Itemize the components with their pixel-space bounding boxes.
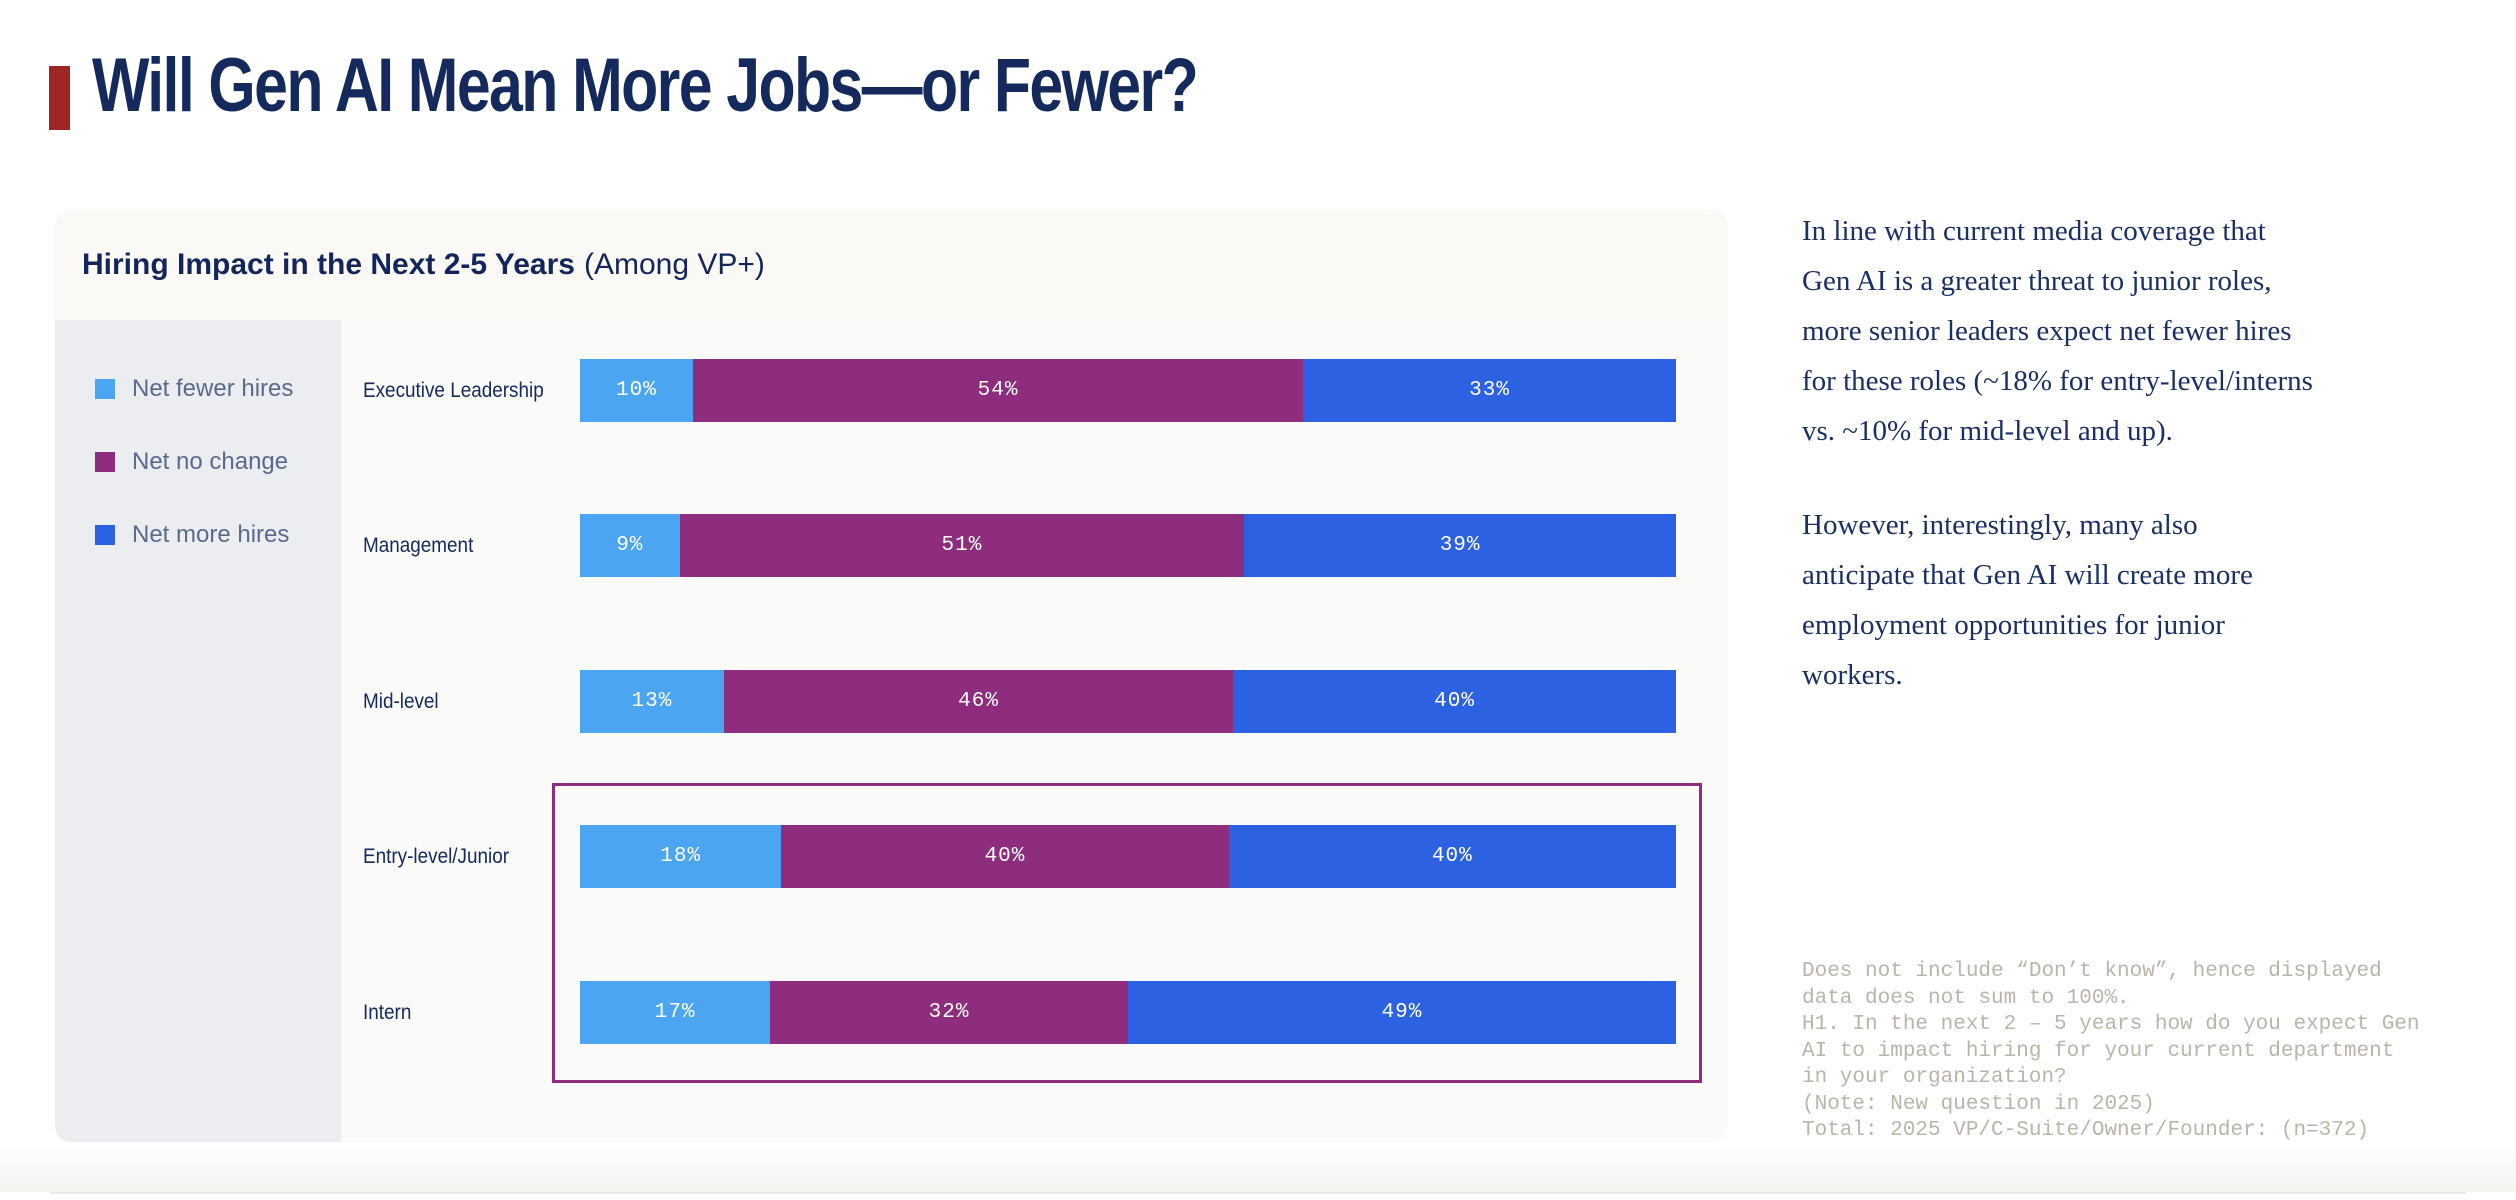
chart-row-entry-level-junior: Entry-level/Junior 18% 40% 40%	[341, 825, 1728, 888]
chart-card-header: Hiring Impact in the Next 2-5 Years (Amo…	[55, 210, 1728, 320]
category-label: Intern	[363, 1000, 412, 1024]
bar-value-label: 32%	[928, 1001, 970, 1024]
legend-label: Net more hires	[132, 521, 290, 548]
bar-segment-net-no-change: 54%	[692, 359, 1304, 422]
stacked-bar-executive-leadership: 10% 54% 33%	[580, 359, 1676, 422]
legend-label: Net fewer hires	[132, 375, 294, 402]
insight-paragraph-1: In line with current media coverage that…	[1802, 215, 2313, 447]
bar-value-label: 9%	[616, 534, 644, 557]
bar-value-label: 10%	[616, 379, 657, 402]
bar-segment-net-no-change: 32%	[770, 981, 1128, 1044]
legend-swatch-net-fewer-hires	[95, 379, 115, 399]
bar-segment-net-fewer-hires: 13%	[580, 670, 724, 733]
bar-segment-net-fewer-hires: 9%	[580, 514, 680, 577]
bar-value-label: 18%	[660, 845, 702, 868]
legend-swatch-net-no-change	[95, 452, 115, 472]
bottom-divider-line	[50, 1192, 2466, 1194]
chart-title: Hiring Impact in the Next 2-5 Years	[82, 248, 575, 281]
chart-card-body: Net fewer hires Net no change Net more hir…	[55, 320, 1728, 1142]
legend-item-net-fewer-hires: Net fewer hires	[95, 375, 341, 403]
bar-segment-net-fewer-hires: 10%	[580, 359, 693, 422]
bar-value-label: 40%	[984, 845, 1026, 868]
bar-value-label: 40%	[1434, 690, 1475, 713]
chart-row-executive-leadership: Executive Leadership 10% 54% 33%	[341, 359, 1728, 422]
bar-value-label: 39%	[1439, 534, 1481, 557]
chart-area: Executive Leadership 10% 54% 33% Management 9…	[341, 320, 1728, 1142]
bar-segment-net-more-hires: 33%	[1303, 359, 1676, 422]
stacked-bar-mid-level: 13% 46% 40%	[580, 670, 1676, 733]
page-title: Will Gen AI Mean More Jobs—or Fewer?	[92, 43, 1199, 128]
bar-value-label: 13%	[631, 690, 673, 713]
bar-value-label: 54%	[977, 379, 1019, 402]
category-label: Mid-level	[363, 689, 439, 713]
legend-item-net-no-change: Net no change	[95, 448, 341, 476]
legend: Net fewer hires Net no change Net more hir…	[55, 320, 341, 1142]
bar-value-label: 51%	[941, 534, 983, 557]
chart-row-management: Management 9% 51% 39%	[341, 514, 1728, 577]
category-label: Executive Leadership	[363, 378, 544, 402]
bar-value-label: 33%	[1469, 379, 1510, 402]
bar-segment-net-fewer-hires: 18%	[580, 825, 782, 888]
title-accent-bar	[49, 66, 70, 130]
insight-paragraph-2: However, interestingly, many also antici…	[1802, 509, 2253, 691]
chart-card: Hiring Impact in the Next 2-5 Years (Amo…	[55, 210, 1728, 1142]
bar-value-label: 46%	[958, 690, 999, 713]
legend-item-net-more-hires: Net more hires	[95, 521, 341, 549]
stacked-bar-management: 9% 51% 39%	[580, 514, 1676, 577]
bar-segment-net-more-hires: 39%	[1244, 514, 1676, 577]
bar-segment-net-more-hires: 40%	[1233, 670, 1676, 733]
bottom-gradient-strip	[0, 1146, 2516, 1192]
bar-segment-net-no-change: 46%	[723, 670, 1234, 733]
chart-row-mid-level: Mid-level 13% 46% 40%	[341, 670, 1728, 733]
bar-value-label: 17%	[654, 1001, 696, 1024]
stacked-bar-intern: 17% 32% 49%	[580, 981, 1676, 1044]
category-label: Management	[363, 533, 474, 557]
bar-segment-net-no-change: 51%	[679, 514, 1245, 577]
stacked-bar-entry-level-junior: 18% 40% 40%	[580, 825, 1676, 888]
legend-swatch-net-more-hires	[95, 525, 115, 545]
chart-row-intern: Intern 17% 32% 49%	[341, 981, 1728, 1044]
legend-label: Net no change	[132, 448, 289, 475]
footnote: Does not include “Don’t know”, hence dis…	[1802, 960, 2420, 1142]
chart-title-note: (Among VP+)	[583, 248, 765, 281]
bar-segment-net-no-change: 40%	[781, 825, 1229, 888]
bar-value-label: 40%	[1431, 845, 1473, 868]
junior-roles-highlight-box	[552, 783, 1702, 1083]
bar-value-label: 49%	[1381, 1001, 1423, 1024]
bar-segment-net-more-hires: 49%	[1127, 981, 1676, 1044]
category-label: Entry-level/Junior	[363, 844, 510, 868]
bar-segment-net-fewer-hires: 17%	[580, 981, 771, 1044]
bar-segment-net-more-hires: 40%	[1228, 825, 1676, 888]
